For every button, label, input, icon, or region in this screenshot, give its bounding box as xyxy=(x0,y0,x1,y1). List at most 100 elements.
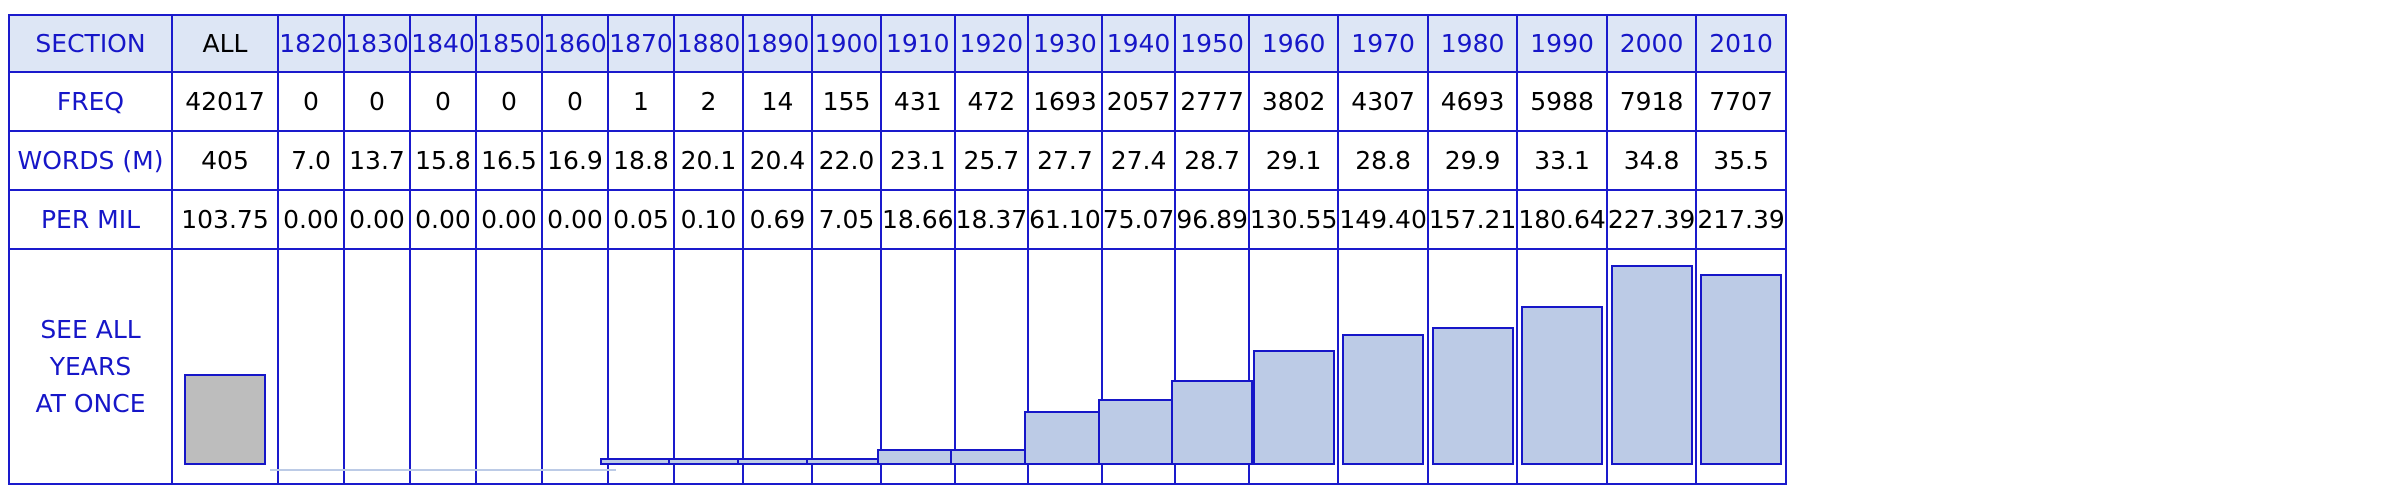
words-value-1910: 23.1 xyxy=(880,130,956,191)
words-value-1970: 28.8 xyxy=(1337,130,1429,191)
words-value-1990: 33.1 xyxy=(1516,130,1608,191)
decade-header-1900[interactable]: 1900 xyxy=(811,14,882,73)
all-header: ALL xyxy=(171,14,279,73)
bar-cell-1990[interactable] xyxy=(1516,248,1608,485)
decade-header-1820[interactable]: 1820 xyxy=(277,14,345,73)
bar-1830 xyxy=(336,469,418,471)
per-mil-value-1860: 0.00 xyxy=(541,189,609,250)
bar-cell-2010[interactable] xyxy=(1695,248,1787,485)
per-mil-value-2010: 217.39 xyxy=(1695,189,1787,250)
bar-cell-1840[interactable] xyxy=(402,248,484,485)
decade-header-2000[interactable]: 2000 xyxy=(1605,14,1698,73)
bar-1840 xyxy=(402,469,484,471)
freq-value-1880: 2 xyxy=(673,71,744,132)
bar-cell-1980[interactable] xyxy=(1426,248,1519,485)
bar-cell-1890[interactable] xyxy=(736,248,819,485)
freq-value-1820: 0 xyxy=(277,71,345,132)
decade-header-1970[interactable]: 1970 xyxy=(1337,14,1429,73)
decade-header-1960[interactable]: 1960 xyxy=(1247,14,1340,73)
bar-cell-1940[interactable] xyxy=(1097,248,1180,485)
per-mil-value-1910: 18.66 xyxy=(880,189,956,250)
freq-row: FREQ 42017 0 0 0 0 0 1 2 14 155 431 472 1693 2057 277… xyxy=(8,71,1787,132)
words-value-1830: 13.7 xyxy=(343,130,411,191)
decade-header-2010[interactable]: 2010 xyxy=(1695,14,1787,73)
all-bar xyxy=(184,374,266,465)
words-value-1930: 27.7 xyxy=(1027,130,1103,191)
words-value-1980: 29.9 xyxy=(1426,130,1519,191)
per-mil-value-1960: 130.55 xyxy=(1247,189,1340,250)
bar-1920 xyxy=(950,449,1033,465)
freq-value-1860: 0 xyxy=(541,71,609,132)
words-value-1940: 27.4 xyxy=(1100,130,1177,191)
freq-value-1890: 14 xyxy=(742,71,813,132)
decade-header-1860[interactable]: 1860 xyxy=(541,14,609,73)
bar-1970 xyxy=(1342,334,1425,465)
per-mil-value-1980: 157.21 xyxy=(1426,189,1519,250)
words-value-1950: 28.7 xyxy=(1174,130,1250,191)
freq-value-1930: 1693 xyxy=(1027,71,1103,132)
bar-cell-1850[interactable] xyxy=(468,248,550,485)
decade-header-1990[interactable]: 1990 xyxy=(1516,14,1608,73)
freq-value-1840: 0 xyxy=(409,71,477,132)
see-all-line-2: YEARS xyxy=(49,352,132,381)
decade-header-1870[interactable]: 1870 xyxy=(607,14,675,73)
words-value-2000: 34.8 xyxy=(1605,130,1698,191)
bar-cell-1910[interactable] xyxy=(876,248,959,485)
bar-cell-1860[interactable] xyxy=(534,248,616,485)
per-mil-row-label[interactable]: PER MIL xyxy=(8,189,173,250)
decade-header-1840[interactable]: 1840 xyxy=(409,14,477,73)
bar-1960 xyxy=(1252,350,1335,465)
decade-header-1910[interactable]: 1910 xyxy=(880,14,956,73)
header-row: SECTION ALL 1820 1830 1840 1850 1860 1870 1880… xyxy=(8,14,1787,73)
freq-value-2000: 7918 xyxy=(1605,71,1698,132)
per-mil-all-value: 103.75 xyxy=(171,189,279,250)
per-mil-value-1990: 180.64 xyxy=(1516,189,1608,250)
bar-cell-1920[interactable] xyxy=(950,248,1033,485)
bar-cell-1970[interactable] xyxy=(1337,248,1429,485)
freq-value-1950: 2777 xyxy=(1174,71,1250,132)
bar-cell-1880[interactable] xyxy=(667,248,750,485)
bar-cell-2000[interactable] xyxy=(1605,248,1698,485)
freq-value-1850: 0 xyxy=(475,71,543,132)
decade-header-1890[interactable]: 1890 xyxy=(742,14,813,73)
words-row-label[interactable]: WORDS (M) xyxy=(8,130,173,191)
words-value-1860: 16.9 xyxy=(541,130,609,191)
bar-2010 xyxy=(1700,274,1783,465)
freq-value-1910: 431 xyxy=(880,71,956,132)
frequency-table: SECTION ALL 1820 1830 1840 1850 1860 1870 1880… xyxy=(8,14,1787,485)
per-mil-value-1830: 0.00 xyxy=(343,189,411,250)
bar-1820 xyxy=(270,469,352,471)
decade-header-1880[interactable]: 1880 xyxy=(673,14,744,73)
decade-header-1830[interactable]: 1830 xyxy=(343,14,411,73)
words-row: WORDS (M) 405 7.0 13.7 15.8 16.5 16.9 18.8 20.… xyxy=(8,130,1787,191)
per-mil-value-1870: 0.05 xyxy=(607,189,675,250)
bar-cell-1820[interactable] xyxy=(270,248,352,485)
words-value-1880: 20.1 xyxy=(673,130,744,191)
freq-row-label[interactable]: FREQ xyxy=(8,71,173,132)
bar-cell-1950[interactable] xyxy=(1171,248,1254,485)
per-mil-value-1900: 7.05 xyxy=(811,189,882,250)
see-all-years-link[interactable]: SEE ALL YEARS AT ONCE xyxy=(8,248,173,485)
words-all-value: 405 xyxy=(171,130,279,191)
freq-all-value: 42017 xyxy=(171,71,279,132)
freq-value-1920: 472 xyxy=(953,71,1030,132)
bar-cell-1830[interactable] xyxy=(336,248,418,485)
bar-cell-1960[interactable] xyxy=(1247,248,1340,485)
decade-header-1850[interactable]: 1850 xyxy=(475,14,543,73)
bars-row: SEE ALL YEARS AT ONCE xyxy=(8,248,1787,485)
freq-value-1970: 4307 xyxy=(1337,71,1429,132)
bar-cell-1870[interactable] xyxy=(600,248,682,485)
freq-value-1990: 5988 xyxy=(1516,71,1608,132)
decade-header-1930[interactable]: 1930 xyxy=(1027,14,1103,73)
bar-1980 xyxy=(1431,327,1514,465)
decade-header-1950[interactable]: 1950 xyxy=(1174,14,1250,73)
all-bar-cell[interactable] xyxy=(171,248,279,485)
bar-cell-1930[interactable] xyxy=(1023,248,1106,485)
section-header[interactable]: SECTION xyxy=(8,14,173,73)
freq-value-2010: 7707 xyxy=(1695,71,1787,132)
decade-header-1980[interactable]: 1980 xyxy=(1426,14,1519,73)
bar-cell-1900[interactable] xyxy=(805,248,888,485)
decade-header-1920[interactable]: 1920 xyxy=(953,14,1030,73)
decade-header-1940[interactable]: 1940 xyxy=(1100,14,1177,73)
freq-value-1830: 0 xyxy=(343,71,411,132)
